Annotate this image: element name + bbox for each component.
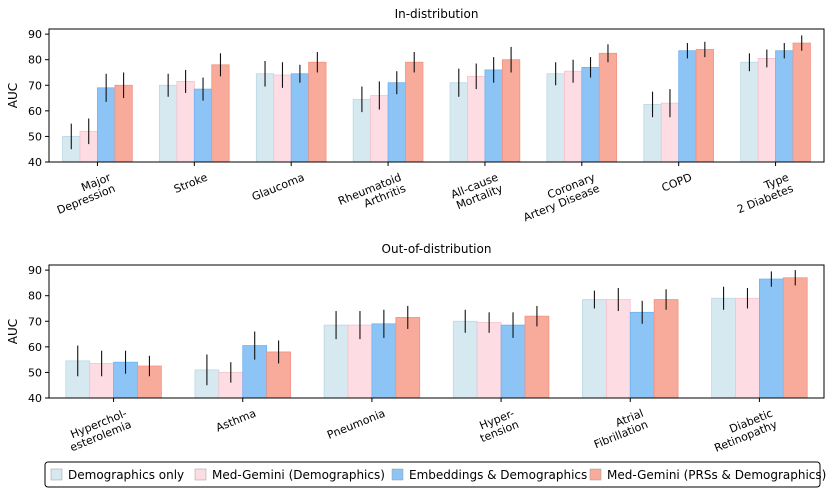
bar: [563, 70, 583, 163]
bar: [735, 297, 760, 399]
bar: [653, 299, 679, 399]
x-tick-label: AtrialFibrillation: [588, 407, 650, 452]
x-tick-label: Type2 Diabetes: [731, 171, 796, 217]
bar: [678, 50, 697, 163]
bar: [581, 66, 600, 163]
bar: [308, 61, 327, 163]
x-tick-label: Stroke: [172, 171, 210, 196]
y-tick-label: 90: [28, 264, 42, 277]
bar: [582, 299, 607, 399]
y-tick-label: 80: [28, 290, 42, 303]
x-tick-label: Hyper-tension: [474, 407, 521, 445]
legend-label: Med-Gemini (PRSs & Demographics): [607, 468, 826, 482]
legend-label: Med-Gemini (Demographics): [212, 468, 385, 482]
legend-swatch: [194, 468, 207, 481]
legend-label: Demographics only: [68, 468, 184, 482]
x-tick-label: MajorDepression: [51, 171, 118, 217]
bar: [740, 61, 759, 163]
y-tick-label: 40: [28, 392, 42, 405]
y-axis-label: AUC: [6, 319, 20, 344]
x-tick-label: Hyperchol-esterolemia: [64, 407, 134, 455]
legend-frame: [44, 461, 821, 488]
plot-frame: [48, 28, 825, 163]
x-tick-label: RheumatoidArthritis: [336, 171, 408, 219]
bar: [476, 322, 502, 399]
bar: [605, 299, 631, 399]
y-tick-label: 70: [28, 79, 42, 92]
bar: [176, 81, 195, 163]
x-tick-label: DiabeticRetinopathy: [708, 407, 779, 455]
y-axis-label: AUC: [6, 83, 20, 108]
bar: [524, 315, 550, 399]
bar: [546, 73, 565, 163]
y-tick-label: 70: [28, 315, 42, 328]
bar: [782, 277, 808, 399]
legend-swatch: [50, 468, 63, 481]
chart-title: Out-of-distribution: [382, 242, 492, 256]
y-tick-label: 40: [28, 156, 42, 169]
bar: [711, 297, 736, 399]
y-tick-label: 60: [28, 341, 42, 354]
legend-label: Embeddings & Demographics: [409, 468, 587, 482]
bar: [484, 69, 503, 163]
y-tick-label: 60: [28, 105, 42, 118]
y-tick-label: 50: [28, 130, 42, 143]
plot-frame: [48, 264, 825, 399]
x-tick-label: Glaucoma: [250, 171, 306, 204]
x-tick-label: COPD: [660, 171, 694, 195]
chart-panel-out-of-distribution: Out-of-distribution AUC 40 50 60 70 80 90 Hyperc…: [6, 242, 825, 455]
x-tick-label: All-causeMortality: [449, 171, 505, 213]
x-tick-label: Asthma: [214, 407, 258, 435]
bar: [695, 49, 714, 163]
legend: Demographics only Med-Gemini (Demographic…: [44, 461, 826, 488]
legend-swatch: [589, 468, 602, 481]
bar: [598, 52, 618, 163]
bar: [759, 278, 784, 399]
chart-panel-in-distribution: In-distribution AUC 40 50 60 70 80 90 MajorDepre…: [6, 7, 825, 225]
bar: [405, 61, 424, 163]
bar: [387, 82, 406, 163]
legend-swatch: [391, 468, 404, 481]
x-tick-label: CoronaryArtery Disease: [517, 171, 602, 225]
bar: [629, 311, 655, 399]
bar: [255, 73, 275, 163]
bar: [467, 75, 486, 163]
bar: [757, 58, 776, 163]
y-tick-label: 50: [28, 366, 42, 379]
bar: [395, 317, 421, 399]
bar: [501, 59, 521, 163]
x-tick-label: Pneumonia: [325, 407, 387, 442]
bar: [273, 74, 292, 163]
y-tick-label: 80: [28, 54, 42, 67]
chart-title: In-distribution: [395, 7, 479, 21]
y-tick-label: 90: [28, 28, 42, 41]
bar: [211, 64, 230, 163]
bar: [290, 73, 310, 163]
bar: [775, 50, 794, 163]
bar: [792, 42, 811, 163]
